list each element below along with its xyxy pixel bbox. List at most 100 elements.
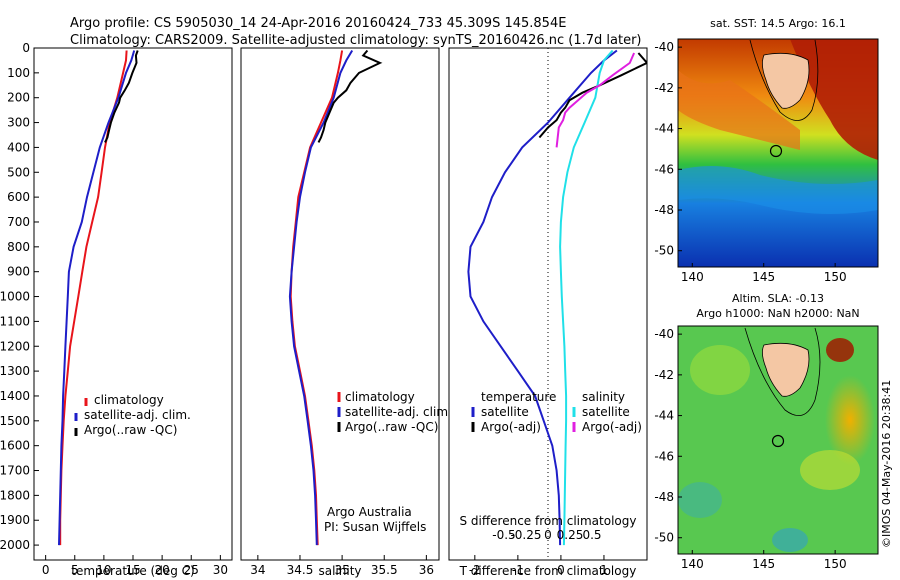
depth-tick-label: 200 — [7, 91, 30, 105]
x-tick-label: 25 — [184, 563, 199, 577]
t-difference-label: T difference from climatology — [459, 564, 637, 578]
depth-tick-label: 1600 — [0, 439, 30, 453]
lat-tick-label: -48 — [654, 203, 674, 217]
sst-map-axes: 140 145 150 -40 -42 -44 -46 -48 -50 — [654, 40, 846, 284]
header-line-2: Climatology: CARS2009. Satellite-adjuste… — [70, 33, 642, 48]
temperature-panel: 0100200300400500600700800900100011001200… — [0, 41, 233, 578]
depth-tick-label: 1500 — [0, 414, 30, 428]
s-difference-ticks: -0.5-0.25 0 0.25 0.5 — [492, 528, 601, 542]
sla-map-panel: Altim. SLA: -0.13 Argo h1000: NaN h2000:… — [654, 292, 879, 571]
depth-tick-label: 1700 — [0, 464, 30, 478]
lat-tick-label: -44 — [654, 409, 674, 423]
depth-axis: 0 100 200 300 400 500 600 700 800 900 1000 1100 1200… — [0, 41, 39, 552]
sst-map-panel: sat. SST: 14.5 Argo: 16.1 140 145 150 -40 -4… — [654, 17, 879, 284]
lon-tick-label: 140 — [681, 557, 704, 571]
legend-salinity-title: salinity — [582, 390, 625, 404]
x-tick-label: 30 — [213, 563, 228, 577]
depth-tick-label: 500 — [7, 165, 30, 179]
lat-tick-label: -44 — [654, 122, 674, 136]
x-tick-label: 35 — [334, 563, 349, 577]
x-tick-label: 0 — [42, 563, 50, 577]
depth-tick-label: 0 — [22, 41, 30, 55]
depth-tick-label: 1400 — [0, 389, 30, 403]
s-tick-label: 0.5 — [582, 528, 601, 542]
x-tick-label: 34 — [250, 563, 265, 577]
legend-label-climatology: climatology — [94, 393, 164, 407]
argo-location-marker — [771, 434, 785, 448]
legend-label-satellite: satellite-adj. clim. — [84, 408, 191, 422]
depth-tick-label: 900 — [7, 265, 30, 279]
x-tick-label: -2 — [469, 563, 481, 577]
s-difference-label: S difference from climatology — [460, 514, 637, 528]
depth-tick-label: 400 — [7, 140, 30, 154]
salinity-panel: 34 34.5 35 35.5 36 salinity climatology sate… — [240, 47, 452, 578]
lon-tick-label: 150 — [824, 557, 847, 571]
s-tick-label: -0.5 — [492, 528, 515, 542]
series-line-2 — [58, 50, 136, 546]
legend-label-argo: Argo(..raw -QC) — [84, 423, 177, 437]
temperature-lines — [58, 50, 139, 546]
x-tick-label: 20 — [154, 563, 169, 577]
argo-location-marker — [769, 144, 783, 158]
lat-tick-label: -50 — [654, 531, 674, 545]
lat-tick-label: -42 — [654, 368, 674, 382]
depth-tick-label: 2000 — [0, 538, 30, 552]
sst-map-title: sat. SST: 14.5 Argo: 16.1 — [710, 17, 846, 30]
lon-tick-label: 140 — [681, 270, 704, 284]
depth-tick-label: 1900 — [0, 513, 30, 527]
salinity-lines — [288, 49, 383, 546]
credit-text: ©IMOS 04-May-2016 20:38:41 — [880, 380, 893, 548]
x-tick-label: 0 — [557, 563, 565, 577]
legend-label-satellite: satellite-adj. clim. — [345, 405, 452, 419]
difference-x-axis: -2 -1 0 1 — [469, 555, 608, 577]
series-line-3 — [317, 49, 383, 143]
depth-tick-label: 700 — [7, 215, 30, 229]
x-tick-label: 15 — [125, 563, 140, 577]
depth-tick-label: 300 — [7, 116, 30, 130]
series-line-2 — [288, 49, 354, 546]
depth-tick-label: 1200 — [0, 339, 30, 353]
depth-tick-label: 1800 — [0, 488, 30, 502]
lat-tick-label: -48 — [654, 490, 674, 504]
series-line-2 — [538, 52, 647, 139]
lat-tick-label: -40 — [654, 40, 674, 54]
legend-temperature-argo: Argo(-adj) — [481, 420, 541, 434]
series-line-3 — [559, 49, 614, 546]
temperature-legend: climatology satellite-adj. clim. Argo(..… — [74, 393, 191, 437]
depth-tick-label: 1000 — [0, 290, 30, 304]
depth-tick-label: 100 — [7, 66, 30, 80]
s-tick-label: 0.25 — [557, 528, 584, 542]
salinity-x-label: salinity — [318, 564, 361, 578]
sla-map-title-1: Altim. SLA: -0.13 — [732, 292, 824, 305]
lat-tick-label: -40 — [654, 327, 674, 341]
x-tick-label: 36 — [419, 563, 434, 577]
depth-tick-label: 1300 — [0, 364, 30, 378]
sla-map-title-2: Argo h1000: NaN h2000: NaN — [696, 307, 859, 320]
depth-tick-label: 1100 — [0, 314, 30, 328]
lat-tick-label: -46 — [654, 449, 674, 463]
lon-tick-label: 145 — [752, 270, 775, 284]
difference-panel: -2 -1 0 1 T difference from climatology S d… — [448, 47, 648, 578]
lon-tick-label: 150 — [824, 270, 847, 284]
difference-legend: temperature satellite Argo(-adj) salinit… — [471, 390, 642, 434]
legend-salinity-argo: Argo(-adj) — [582, 420, 642, 434]
annotation-argo-australia: Argo Australia — [327, 505, 412, 519]
salinity-x-axis: 34 34.5 35 35.5 36 — [250, 555, 434, 577]
x-tick-label: 1 — [600, 563, 608, 577]
legend-label-climatology: climatology — [345, 390, 415, 404]
depth-tick-label: 600 — [7, 190, 30, 204]
series-line-4 — [555, 52, 636, 148]
depth-tick-label: 800 — [7, 240, 30, 254]
series-line-3 — [104, 50, 139, 143]
legend-label-argo: Argo(..raw -QC) — [345, 420, 438, 434]
lat-tick-label: -46 — [654, 162, 674, 176]
salinity-legend: climatology satellite-adj. clim. Argo(..… — [337, 390, 452, 434]
legend-temperature-satellite: satellite — [481, 405, 529, 419]
x-tick-label: 5 — [71, 563, 79, 577]
series-line-1 — [467, 49, 618, 546]
header-line-1: Argo profile: CS 5905030_14 24-Apr-2016 … — [70, 16, 566, 31]
lat-tick-label: -50 — [654, 244, 674, 258]
x-tick-label: -1 — [512, 563, 524, 577]
temperature-x-axis: 0 5 10 15 20 25 30 — [42, 555, 228, 577]
sla-map-axes: 140 145 150 -40 -42 -44 -46 -48 -50 — [654, 327, 846, 571]
